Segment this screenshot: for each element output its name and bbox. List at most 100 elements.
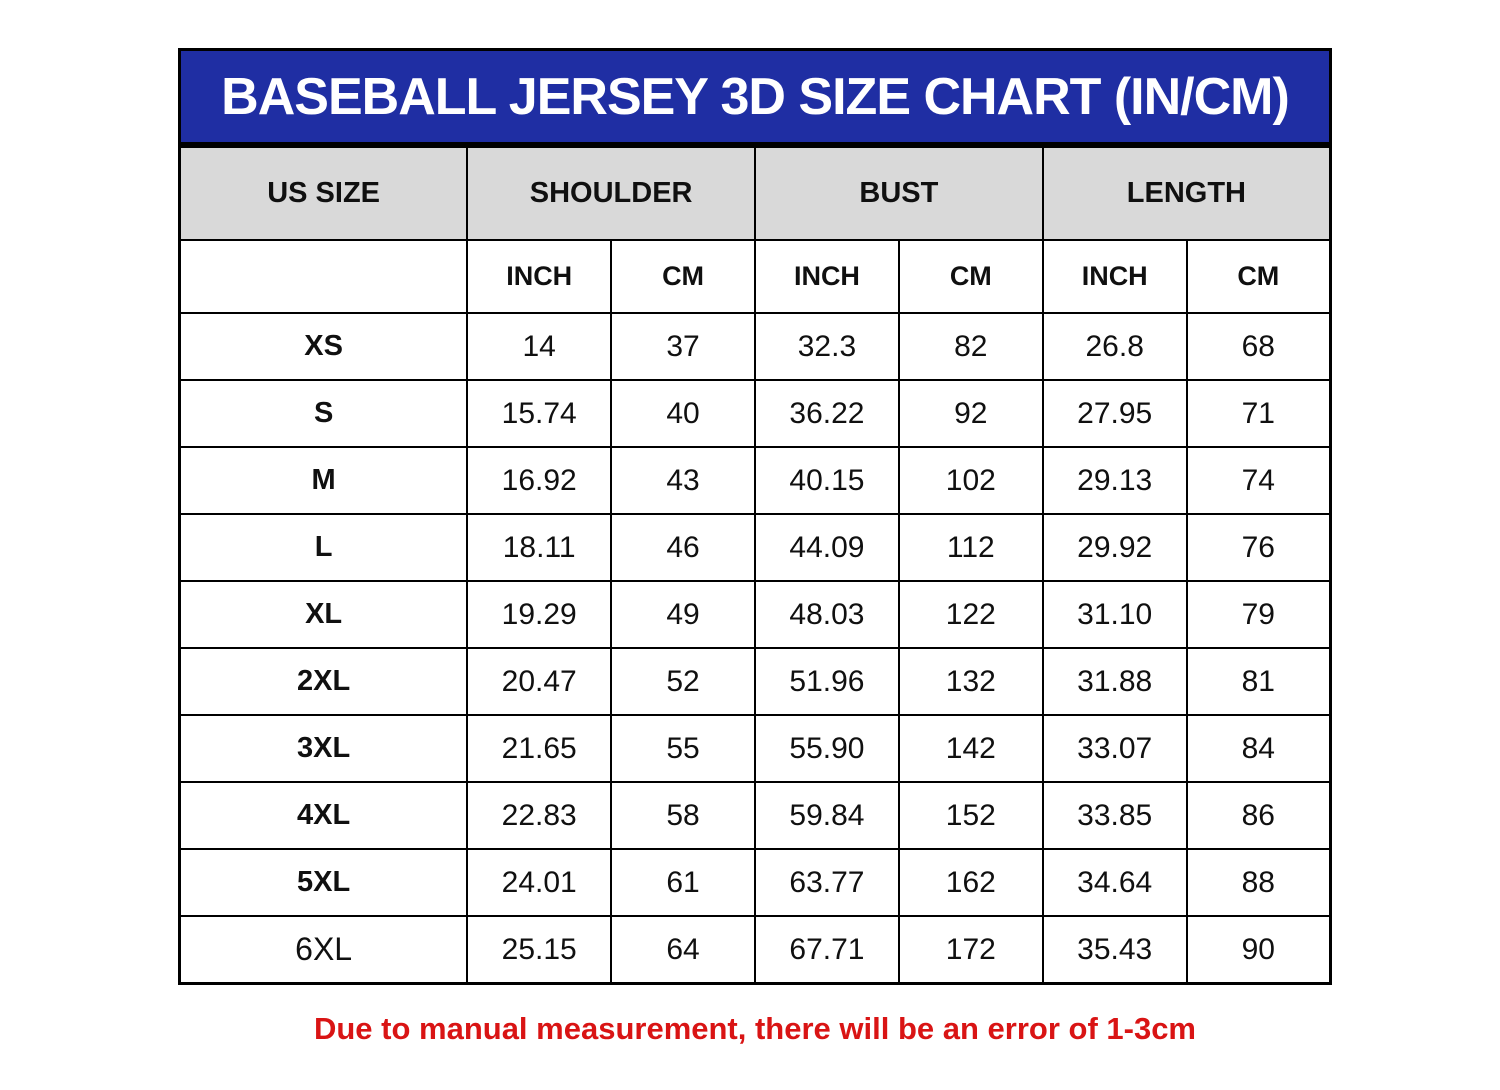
measurement-cell: 132 [897, 647, 1044, 716]
measurement-cell: 31.10 [1041, 580, 1188, 649]
table-row: 4XL 22.83 58 59.84 152 33.85 86 [178, 781, 1332, 850]
measurement-cell: 34.64 [1041, 848, 1188, 917]
size-cell: 6XL [178, 915, 469, 985]
measurement-cell: 71 [1185, 379, 1332, 448]
table-row: S 15.74 40 36.22 92 27.95 71 [178, 379, 1332, 448]
size-cell: 3XL [178, 714, 469, 783]
unit-header-length-cm: CM [1185, 239, 1332, 314]
measurement-cell: 20.47 [466, 647, 613, 716]
measurement-cell: 74 [1185, 446, 1332, 515]
measurement-cell: 92 [897, 379, 1044, 448]
unit-header-bust-inch: INCH [754, 239, 900, 314]
measurement-cell: 22.83 [466, 781, 613, 850]
measurement-cell: 40.15 [754, 446, 900, 515]
size-cell: XL [178, 580, 469, 649]
size-cell: S [178, 379, 469, 448]
size-cell: 4XL [178, 781, 469, 850]
measurement-cell: 152 [897, 781, 1044, 850]
unit-header-bust-cm: CM [897, 239, 1044, 314]
measurement-cell: 35.43 [1041, 915, 1188, 985]
measurement-cell: 67.71 [754, 915, 900, 985]
measurement-cell: 44.09 [754, 513, 900, 582]
size-chart: BASEBALL JERSEY 3D SIZE CHART (IN/CM) US… [178, 48, 1332, 1047]
measurement-cell: 19.29 [466, 580, 613, 649]
group-header-row: US SIZE SHOULDER BUST LENGTH [178, 145, 1332, 241]
measurement-cell: 37 [610, 312, 756, 381]
table-row: L 18.11 46 44.09 112 29.92 76 [178, 513, 1332, 582]
size-table: US SIZE SHOULDER BUST LENGTH INCH CM INC… [178, 145, 1332, 985]
measurement-note: Due to manual measurement, there will be… [313, 1011, 1197, 1046]
size-table-body: XS 14 37 32.3 82 26.8 68 S 15.74 40 36.22 92 27.95 71… [178, 312, 1332, 985]
measurement-cell: 102 [897, 446, 1044, 515]
unit-header-empty [178, 239, 469, 314]
measurement-cell: 27.95 [1041, 379, 1188, 448]
measurement-cell: 36.22 [754, 379, 900, 448]
measurement-cell: 29.92 [1041, 513, 1188, 582]
measurement-cell: 162 [897, 848, 1044, 917]
column-header-shoulder: SHOULDER [466, 145, 756, 241]
measurement-cell: 31.88 [1041, 647, 1188, 716]
measurement-cell: 33.07 [1041, 714, 1188, 783]
table-row: 6XL 25.15 64 67.71 172 35.43 90 [178, 915, 1332, 985]
measurement-cell: 40 [610, 379, 756, 448]
measurement-cell: 14 [466, 312, 613, 381]
measurement-cell: 122 [897, 580, 1044, 649]
measurement-cell: 142 [897, 714, 1044, 783]
measurement-cell: 79 [1185, 580, 1332, 649]
measurement-cell: 51.96 [754, 647, 900, 716]
measurement-cell: 49 [610, 580, 756, 649]
measurement-cell: 76 [1185, 513, 1332, 582]
measurement-cell: 81 [1185, 647, 1332, 716]
measurement-cell: 88 [1185, 848, 1332, 917]
table-row: 2XL 20.47 52 51.96 132 31.88 81 [178, 647, 1332, 716]
measurement-cell: 90 [1185, 915, 1332, 985]
column-header-bust: BUST [754, 145, 1044, 241]
measurement-cell: 26.8 [1041, 312, 1188, 381]
size-cell: XS [178, 312, 469, 381]
measurement-cell: 25.15 [466, 915, 613, 985]
measurement-cell: 46 [610, 513, 756, 582]
table-row: XS 14 37 32.3 82 26.8 68 [178, 312, 1332, 381]
column-header-length: LENGTH [1041, 145, 1332, 241]
measurement-cell: 52 [610, 647, 756, 716]
size-cell: 5XL [178, 848, 469, 917]
measurement-cell: 55 [610, 714, 756, 783]
unit-header-shoulder-inch: INCH [466, 239, 613, 314]
measurement-cell: 32.3 [754, 312, 900, 381]
measurement-cell: 43 [610, 446, 756, 515]
size-cell: M [178, 446, 469, 515]
unit-header-length-inch: INCH [1041, 239, 1188, 314]
measurement-cell: 15.74 [466, 379, 613, 448]
size-cell: L [178, 513, 469, 582]
table-row: 3XL 21.65 55 55.90 142 33.07 84 [178, 714, 1332, 783]
measurement-cell: 68 [1185, 312, 1332, 381]
measurement-cell: 61 [610, 848, 756, 917]
measurement-cell: 55.90 [754, 714, 900, 783]
table-row: XL 19.29 49 48.03 122 31.10 79 [178, 580, 1332, 649]
measurement-cell: 18.11 [466, 513, 613, 582]
chart-title-banner: BASEBALL JERSEY 3D SIZE CHART (IN/CM) [178, 48, 1332, 145]
measurement-cell: 84 [1185, 714, 1332, 783]
chart-title: BASEBALL JERSEY 3D SIZE CHART (IN/CM) [221, 67, 1290, 126]
measurement-cell: 21.65 [466, 714, 613, 783]
column-header-us-size: US SIZE [178, 145, 469, 241]
measurement-cell: 82 [897, 312, 1044, 381]
measurement-cell: 172 [897, 915, 1044, 985]
table-row: M 16.92 43 40.15 102 29.13 74 [178, 446, 1332, 515]
measurement-cell: 16.92 [466, 446, 613, 515]
measurement-cell: 112 [897, 513, 1044, 582]
measurement-cell: 33.85 [1041, 781, 1188, 850]
measurement-cell: 86 [1185, 781, 1332, 850]
table-row: 5XL 24.01 61 63.77 162 34.64 88 [178, 848, 1332, 917]
measurement-cell: 58 [610, 781, 756, 850]
measurement-cell: 29.13 [1041, 446, 1188, 515]
unit-header-shoulder-cm: CM [610, 239, 756, 314]
measurement-cell: 59.84 [754, 781, 900, 850]
measurement-cell: 64 [610, 915, 756, 985]
measurement-cell: 48.03 [754, 580, 900, 649]
size-cell: 2XL [178, 647, 469, 716]
measurement-cell: 24.01 [466, 848, 613, 917]
unit-header-row: INCH CM INCH CM INCH CM [178, 239, 1332, 314]
measurement-cell: 63.77 [754, 848, 900, 917]
